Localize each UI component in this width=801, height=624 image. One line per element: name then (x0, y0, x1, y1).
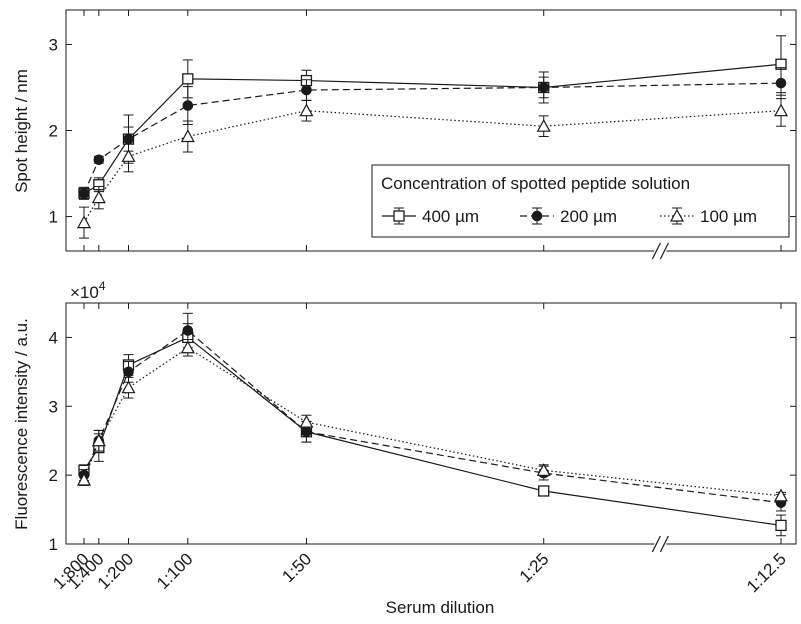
bottom-data-point (121, 380, 136, 394)
bottom-data-point (91, 433, 106, 447)
legend-marker (531, 210, 543, 222)
legend-marker (669, 208, 685, 222)
top-y-tick-label: 2 (49, 122, 58, 141)
bottom-y-axis-ticks: 1 2 3 4 (49, 328, 796, 554)
top-data-point (91, 190, 106, 204)
bottom-y-tick-label: 1 (49, 535, 58, 554)
top-axis-break (651, 242, 669, 260)
top-data-point (773, 103, 789, 117)
x-axis-label: Serum dilution (386, 598, 495, 617)
bottom-data-point (182, 325, 194, 336)
top-y-axis-label: Spot height / nm (12, 69, 31, 193)
bottom-data-point (536, 463, 551, 476)
legend: Concentration of spotted peptide solutio… (371, 164, 790, 238)
legend-item-3: 100 µm (660, 207, 757, 226)
legend-label: 400 µm (422, 207, 479, 226)
legend-items: 400 µm 200 µm 100 µm (382, 207, 757, 226)
bottom-break-slash (659, 535, 669, 553)
top-x-axis-ticks (83, 10, 782, 251)
legend-title: Concentration of spotted peptide solutio… (381, 174, 690, 193)
legend-label: 100 µm (700, 207, 757, 226)
bottom-series-group (76, 312, 789, 537)
x-tick-label: 1:12.5 (743, 549, 790, 596)
top-data-point (93, 154, 105, 166)
multiplier-base: ×10 (70, 283, 99, 302)
bottom-data-point (773, 488, 789, 502)
top-y-tick-label: 3 (49, 35, 58, 54)
top-break-slash (659, 242, 669, 260)
top-data-point (121, 149, 136, 162)
top-break-slash (651, 242, 661, 260)
bottom-series-line (83, 336, 782, 527)
bottom-break-gap (654, 536, 667, 552)
bottom-y-tick-label: 2 (49, 466, 58, 485)
bottom-axis-break (651, 535, 669, 553)
bottom-series-1 (78, 323, 787, 537)
bottom-break-slash (651, 535, 661, 553)
bottom-data-point (123, 366, 134, 378)
bottom-data-point (775, 519, 787, 532)
bottom-plot-frame (65, 302, 797, 545)
bottom-y-multiplier: ×104 (70, 279, 106, 302)
top-data-point (538, 82, 550, 93)
legend-label: 200 µm (560, 207, 617, 226)
top-chart-panel: 1 2 3 Spot height / nm (12, 9, 797, 260)
bottom-y-axis-label: Fluorescence intensity / a.u. (12, 318, 31, 530)
top-series-3 (76, 94, 789, 239)
bottom-data-point (299, 414, 314, 428)
multiplier-exponent: 4 (99, 279, 106, 293)
bottom-data-point (538, 485, 550, 497)
bottom-y-tick-label: 3 (49, 397, 58, 416)
top-data-point (301, 84, 312, 96)
top-data-point (78, 188, 90, 199)
top-data-point (536, 118, 551, 132)
bottom-data-point (180, 340, 195, 354)
legend-item-1: 400 µm (382, 207, 479, 226)
bottom-data-point (76, 472, 92, 486)
bottom-y-tick-label: 4 (49, 328, 58, 347)
top-break-gap (654, 243, 667, 259)
x-tick-label: 1:50 (278, 549, 315, 586)
top-y-tick-label: 1 (49, 208, 58, 227)
x-tick-label: 1:100 (153, 549, 197, 593)
legend-item-2: 200 µm (520, 207, 617, 226)
legend-box (371, 164, 790, 238)
top-data-point (299, 103, 314, 117)
top-y-axis-ticks: 1 2 3 (49, 35, 796, 227)
top-data-point (775, 77, 787, 89)
top-data-point (182, 73, 194, 85)
top-series-group (76, 35, 789, 239)
x-tick-label: 1:25 (516, 549, 553, 586)
top-data-point (76, 215, 92, 229)
top-data-point (180, 129, 195, 143)
bottom-series-line (83, 347, 782, 497)
legend-marker (393, 210, 405, 222)
top-data-point (182, 100, 194, 111)
bottom-series-3 (76, 338, 789, 502)
